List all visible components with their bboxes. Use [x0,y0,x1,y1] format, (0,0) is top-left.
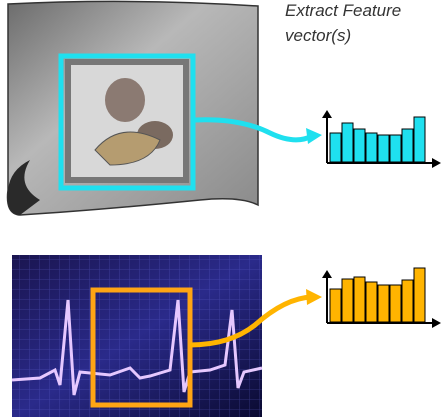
bar [402,129,413,162]
bar [342,279,353,322]
bar [330,289,341,322]
bar [390,135,401,162]
bar [330,133,341,162]
arrow-head [306,289,322,305]
bar [402,280,413,322]
ecg-grid [12,255,262,417]
bar [366,282,377,322]
bar [414,268,425,322]
bar [354,129,365,162]
bar [378,135,389,162]
label: Extract Feature [285,1,401,20]
bar [366,133,377,162]
bar [342,123,353,162]
bar [354,277,365,322]
arrow-head [306,128,322,144]
diagram: Extract Feature vector(s) [0,0,442,417]
bar [378,285,389,322]
label: vector(s) [285,26,351,45]
bar [390,285,401,322]
bar [414,117,425,162]
bee-wing [105,78,145,122]
